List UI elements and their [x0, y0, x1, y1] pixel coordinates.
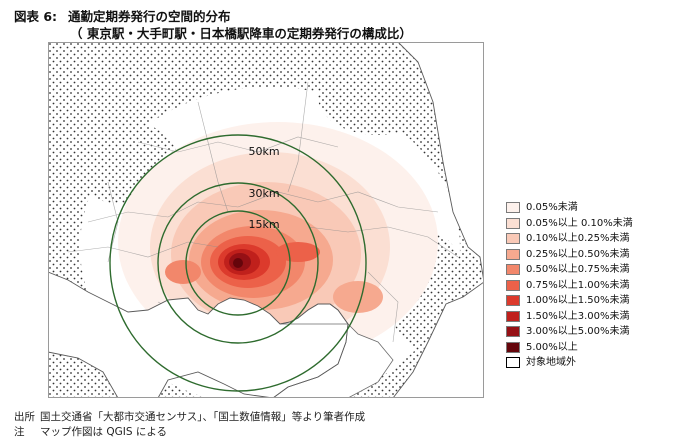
map-canvas: 50km 30km 15km [48, 42, 484, 398]
figure-subtitle: （ 東京駅・大手町駅・日本橋駅降車の定期券発行の構成比） [70, 26, 412, 41]
legend-item: 0.50%以上0.75%未満 [506, 262, 633, 278]
legend-label: 1.00%以上1.50%未満 [526, 295, 630, 306]
legend-item: 0.05%未満 [506, 200, 633, 216]
legend-swatch [506, 326, 520, 338]
legend-swatch-outside [506, 357, 520, 369]
distance-rings [109, 134, 367, 392]
legend-item: 0.05%以上 0.10%未満 [506, 216, 633, 232]
zone-center [233, 258, 243, 268]
legend-label: 0.50%以上0.75%未満 [526, 264, 630, 275]
note-text: マップ作図は QGIS による [40, 426, 168, 438]
legend-label: 5.00%以上 [526, 341, 578, 353]
figure-header: 図表 6: 通勤定期券発行の空間的分布 （ 東京駅・大手町駅・日本橋駅降車の定期券… [14, 8, 412, 42]
legend-label: 0.25%以上0.50%未満 [526, 248, 630, 260]
legend-swatch [506, 295, 520, 307]
choropleth-map: 50km 30km 15km [48, 42, 484, 398]
note-label: 注 [14, 426, 25, 438]
legend-label: 1.50%以上3.00%未満 [526, 310, 630, 322]
ring-50km [109, 134, 367, 392]
ring-label-50km: 50km [248, 145, 279, 158]
legend-label-outside: 対象地域外 [526, 357, 576, 368]
legend-label: 0.10%以上0.25%未満 [526, 233, 630, 244]
footnotes: 出所 国土交通省「大都市交通センサス」、「国土数値情報」等より筆者作成 注 マップ作… [14, 410, 365, 440]
legend-swatch [506, 248, 520, 260]
map-note: 注 マップ作図は QGIS による [14, 425, 365, 440]
figure-number: 図表 6: [14, 9, 58, 24]
legend-swatch [506, 310, 520, 322]
ring-label-15km: 15km [248, 218, 279, 231]
legend-item: 1.50%以上3.00%未満 [506, 309, 633, 325]
legend-item: 3.00%以上5.00%未満 [506, 324, 633, 340]
legend-swatch [506, 233, 520, 245]
legend-label: 0.05%以上 0.10%未満 [526, 217, 633, 229]
source-text: 国土交通省「大都市交通センサス」、「国土数値情報」等より筆者作成 [40, 411, 366, 423]
legend-item: 1.00%以上1.50%未満 [506, 293, 633, 309]
legend-swatch [506, 217, 520, 229]
ring-30km [157, 182, 319, 344]
legend-item: 0.25%以上0.50%未満 [506, 247, 633, 263]
study-region [67, 59, 468, 398]
legend-swatch [506, 264, 520, 276]
source-note: 出所 国土交通省「大都市交通センサス」、「国土数値情報」等より筆者作成 [14, 410, 365, 425]
legend-label: 3.00%以上5.00%未満 [526, 326, 630, 337]
legend-item-outside: 対象地域外 [506, 355, 633, 371]
legend-item: 0.10%以上0.25%未満 [506, 231, 633, 247]
legend-swatch [506, 341, 520, 353]
legend-item: 0.75%以上1.00%未満 [506, 278, 633, 294]
legend-label: 0.05%未満 [526, 202, 578, 213]
ring-label-30km: 30km [248, 187, 279, 200]
legend-label: 0.75%以上1.00%未満 [526, 279, 630, 291]
legend-swatch [506, 279, 520, 291]
map-legend: 0.05%未満 0.05%以上 0.10%未満 0.10%以上0.25%未満 0.25… [506, 200, 633, 371]
source-label: 出所 [14, 411, 35, 423]
legend-item: 5.00%以上 [506, 340, 633, 356]
legend-swatch [506, 202, 520, 214]
ring-15km [185, 210, 291, 316]
figure-title: 通勤定期券発行の空間的分布 [68, 9, 231, 24]
